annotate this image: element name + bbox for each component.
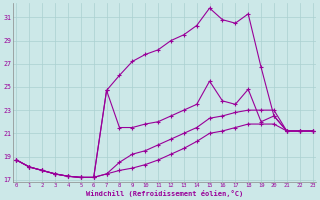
X-axis label: Windchill (Refroidissement éolien,°C): Windchill (Refroidissement éolien,°C) [86,190,243,197]
